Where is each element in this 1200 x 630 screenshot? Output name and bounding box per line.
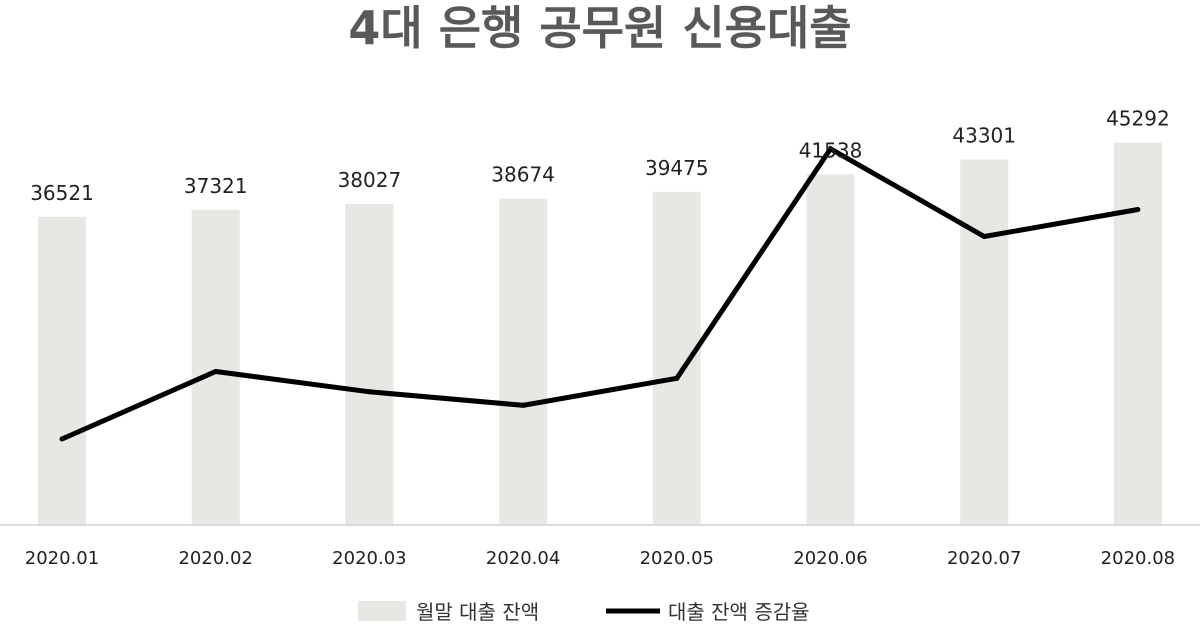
bar-2020.06	[806, 174, 855, 525]
x-tick-2020.02: 2020.02	[178, 548, 252, 569]
legend-label-bar: 월말 대출 잔액	[416, 600, 539, 624]
line-point-2020.08	[1135, 207, 1141, 212]
data-label-2020.04: 38674	[491, 163, 555, 187]
data-label-2020.03: 38027	[338, 168, 402, 192]
x-tick-2020.06: 2020.06	[793, 548, 867, 569]
data-label-2020.06: 41538	[799, 138, 863, 162]
x-tick-2020.03: 2020.03	[332, 548, 406, 569]
x-tick-2020.08: 2020.08	[1101, 548, 1175, 569]
bar-2020.08	[1113, 142, 1162, 525]
line-point-2020.01	[59, 436, 65, 442]
legend-label-line: 대출 잔액 증감율	[668, 600, 810, 624]
x-tick-2020.04: 2020.04	[486, 548, 560, 569]
x-tick-2020.05: 2020.05	[640, 548, 714, 569]
x-tick-2020.07: 2020.07	[947, 548, 1021, 569]
data-label-2020.07: 43301	[952, 124, 1016, 148]
line-series-growth-rate	[60, 145, 1139, 442]
line-point-2020.03	[366, 389, 372, 395]
data-label-2020.05: 39475	[645, 156, 709, 180]
legend: 월말 대출 잔액 대출 잔액 증감율	[358, 600, 810, 624]
bar-2020.02	[191, 210, 240, 526]
bar-2020.01	[38, 216, 86, 525]
line-point-2020.07	[981, 234, 987, 239]
line-layer	[59, 145, 1141, 442]
data-label-2020.08: 45292	[1106, 107, 1170, 131]
data-labels-layer: 36521 37321 38027 38674 39475 41538 43301 45292	[30, 107, 1170, 205]
data-label-2020.01: 36521	[30, 181, 94, 205]
line-point-2020.04	[520, 402, 526, 408]
x-tick-2020.01: 2020.01	[25, 548, 99, 569]
bar-2020.04	[499, 198, 548, 526]
bar-2020.05	[652, 191, 701, 525]
bar-2020.03	[345, 204, 394, 525]
data-label-2020.02: 37321	[184, 174, 248, 198]
chart-title: 4대 은행 공무원 신용대출	[348, 1, 851, 55]
line-point-2020.05	[674, 375, 680, 381]
bar-2020.07	[960, 159, 1009, 526]
line-point-2020.02	[213, 369, 219, 374]
x-tick-labels: 2020.01 2020.02 2020.03 2020.04 2020.05 2020.…	[25, 548, 1175, 569]
legend-swatch-bar	[358, 601, 406, 621]
line-point-2020.06	[828, 146, 833, 152]
bars-layer	[38, 142, 1162, 526]
